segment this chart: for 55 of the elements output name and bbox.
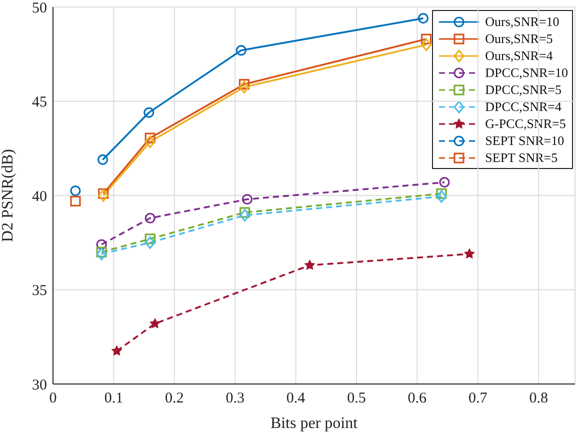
- point: [144, 132, 156, 144]
- point: [439, 177, 450, 188]
- x-tick-label: 0: [49, 390, 57, 407]
- point: [144, 234, 156, 244]
- legend-label: DPCC,SNR=5: [485, 82, 562, 98]
- y-tick-label: 30: [32, 377, 47, 394]
- x-tick-label: 0.7: [468, 390, 488, 407]
- legend-label: SEPT SNR=5: [485, 150, 558, 166]
- point: [144, 107, 154, 118]
- point: [144, 135, 156, 148]
- y-tick-label: 50: [32, 0, 47, 16]
- point: [436, 188, 447, 199]
- point: [238, 78, 250, 90]
- y-tick-label: 45: [32, 94, 47, 111]
- point: [464, 248, 474, 258]
- point: [96, 246, 107, 258]
- point: [97, 154, 108, 165]
- y-tick-label: 35: [32, 283, 47, 300]
- point: [98, 189, 109, 202]
- point: [242, 194, 253, 205]
- x-axis-title: Bits per point: [270, 415, 358, 432]
- legend-label: SEPT SNR=10: [485, 132, 564, 148]
- x-tick-label: 0.4: [286, 390, 306, 407]
- x-tick-label: 0.1: [104, 390, 124, 407]
- legend-label: G-PCC,SNR=5: [485, 116, 566, 132]
- point: [70, 196, 81, 206]
- point: [436, 190, 447, 203]
- point: [144, 236, 156, 249]
- legend-label: DPCC,SNR=10: [485, 64, 568, 80]
- x-tick-label: 0.8: [529, 390, 548, 407]
- point: [112, 346, 122, 356]
- point: [98, 188, 109, 199]
- x-tick-label: 0.6: [408, 390, 428, 407]
- point: [238, 80, 250, 94]
- point: [150, 318, 160, 328]
- point: [144, 212, 156, 224]
- point: [420, 38, 432, 51]
- x-tick-label: 0.2: [165, 390, 184, 407]
- point: [304, 260, 315, 270]
- x-tick-label: 0.5: [347, 390, 366, 407]
- y-axis-title: D2 PSNR(dB): [0, 149, 17, 242]
- point: [96, 239, 107, 250]
- x-tick-label: 0.3: [226, 390, 244, 407]
- point: [420, 34, 432, 44]
- point: [240, 208, 250, 222]
- y-tick-label: 40: [32, 188, 47, 205]
- point: [96, 248, 107, 260]
- legend-label: DPCC,SNR=4: [485, 98, 562, 114]
- legend-label: Ours,SNR=4: [485, 48, 553, 64]
- legend-label: Ours,SNR=10: [485, 14, 560, 30]
- point: [418, 13, 429, 24]
- point: [236, 45, 246, 56]
- legend-label: Ours,SNR=5: [485, 30, 553, 46]
- point: [240, 207, 250, 218]
- point: [70, 185, 81, 196]
